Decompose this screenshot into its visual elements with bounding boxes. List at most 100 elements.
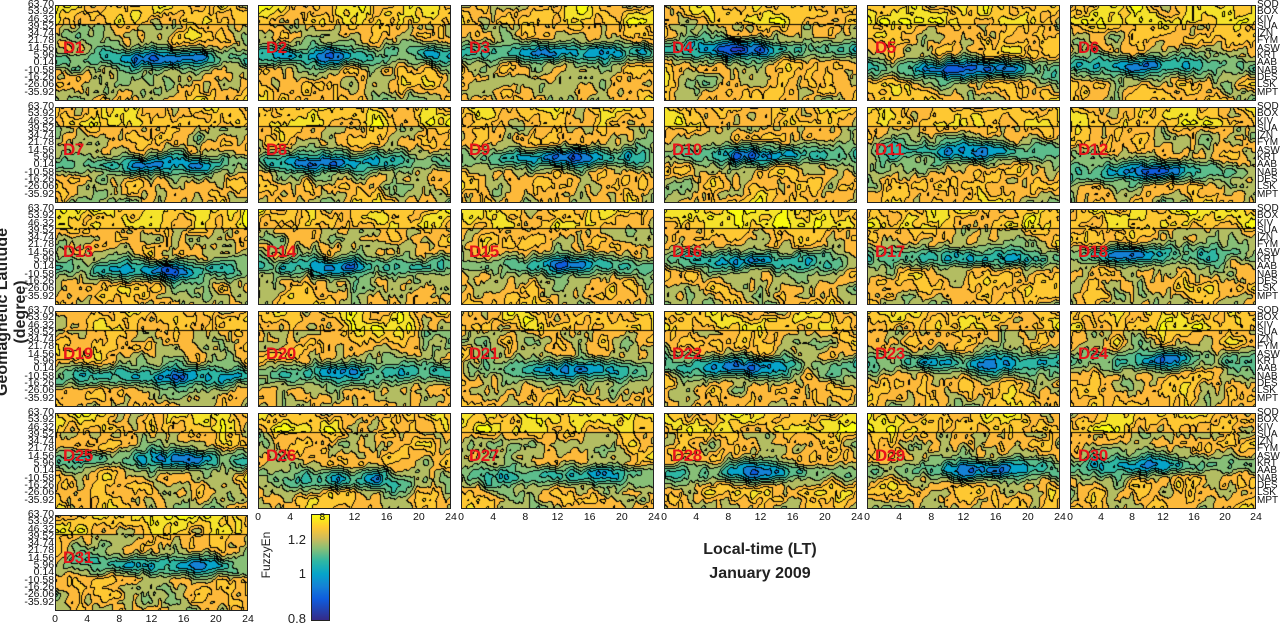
y-tick-label: 53.92 [27,516,55,528]
y-tick-label: 53.92 [27,6,55,18]
panel-label: D2 [266,38,287,57]
station-labels: SOD BOX KIV SUA IZN FYM ASW KRT AAB NAB DES LSK MPT [1257,0,1280,97]
station-label: KRT [1257,152,1277,164]
y-tick-label: 39.52 [27,428,55,440]
y-tick-label: 63.70 [27,0,55,10]
x-tick-label: 0 [52,613,58,625]
y-tick-label: 39.52 [27,224,55,236]
x-tick-label: 4 [287,511,294,523]
station-label: KIV [1257,421,1274,433]
station-label: IZN [1257,232,1274,244]
x-tick-label: 8 [928,511,935,523]
colorbar-tick: 1 [298,566,306,581]
station-label: LSK [1257,283,1276,295]
y-tick-label: 21.78 [27,341,55,353]
contour-panel-d24: D24 [1070,311,1256,407]
contour-panel-d22: D22 [664,311,857,407]
x-tick-label: 0 [458,511,464,523]
contour-plot [462,108,653,202]
y-tick-label: 0.14 [33,567,55,579]
station-label: KRT [1257,50,1277,62]
y-tick-labels: 63.70 53.92 46.32 39.52 34.74 21.78 14.56 5.96 0… [9,305,55,404]
contour-panel-d8: D8 [258,107,451,203]
x-tick-label: 16 [583,511,596,523]
x-tick-label: 24 [1054,511,1066,523]
station-label: FYM [1257,341,1279,353]
figure-title: January 2009 [709,565,811,582]
panel-label: D9 [469,140,490,159]
y-tick-label: 46.32 [27,217,55,229]
contour-panel-d12: D12 [1070,107,1256,203]
station-label: FYM [1257,239,1279,251]
contour-panel-d10: D10 [664,107,857,203]
y-tick-label: -16.26 [24,275,55,287]
y-tick-label: 34.74 [27,130,55,142]
station-label: SOD [1257,203,1279,214]
contour-plot [259,414,450,508]
station-label: BOX [1257,312,1279,324]
x-tick-label: 20 [1219,511,1231,523]
contour-plot [1071,210,1255,304]
panel-label: D30 [1078,446,1108,465]
y-tick-label: 21.78 [27,137,55,149]
station-labels: SOD BOX KIV SUA IZN FYM ASW KRT AAB NAB DES LSK MPT [1257,203,1280,301]
x-tick-label: 4 [490,511,497,523]
station-label: ASW [1257,42,1280,54]
y-tick-label: 14.56 [27,450,55,462]
station-label: AAB [1257,465,1278,477]
station-label: SOD [1257,407,1279,418]
x-tick-label: 16 [1188,511,1200,523]
panel-label: D24 [1078,344,1108,363]
panel-label: D5 [875,38,896,57]
y-tick-labels: 63.70 53.92 46.32 39.52 34.74 21.78 14.56 5.96 0… [9,101,55,199]
y-tick-label: -26.06 [24,385,55,397]
panel-label: D7 [63,140,84,159]
x-tick-label: 12 [957,511,970,523]
x-tick-label: 12 [348,511,361,523]
x-tick-labels: 0 4 8 12 16 20 24 [661,511,863,525]
contour-plot [56,210,247,304]
station-label: KRT [1257,458,1277,470]
contour-panel-d20: D20 [258,311,451,407]
y-tick-label: 53.92 [27,312,55,324]
station-labels: SOD BOX KIV SUA IZN FYM ASW KRT AAB NAB DES LSK MPT [1257,305,1280,403]
panel-label: D31 [63,548,93,567]
panel-label: D26 [266,446,296,465]
station-label: NAB [1257,370,1278,382]
y-tick-label: 5.96 [33,50,55,62]
y-tick-label: 14.56 [27,552,55,564]
colorbar-tick: 1.2 [287,532,306,547]
contour-panel-d23: D23 [867,311,1060,407]
station-label: LSK [1257,385,1276,397]
x-tick-label: 0 [661,511,667,523]
x-tick-label: 8 [522,511,529,523]
y-tick-label: -26.06 [24,487,55,499]
y-tick-label: 53.92 [27,414,55,426]
station-label: DES [1257,479,1278,491]
x-tick-label: 20 [615,511,628,523]
y-tick-label: 21.78 [27,35,55,47]
y-tick-label: 0.14 [33,465,55,477]
y-tick-label: -16.26 [24,479,55,491]
contour-plot [665,312,856,406]
y-tick-label: -10.58 [24,64,55,76]
x-tick-label: 4 [896,511,903,523]
panel-label: D28 [672,446,702,465]
y-tick-label: -26.06 [24,79,55,91]
contour-plot [665,108,856,202]
contour-plot [462,210,653,304]
x-tick-label: 24 [851,511,863,523]
y-tick-label: -35.92 [24,392,55,404]
panel-label: D16 [672,242,702,261]
station-labels: SOD BOX KIV SUA IZN FYM ASW KRT AAB NAB DES LSK MPT [1257,407,1280,505]
contour-panel-d28: D28 [664,413,857,509]
contour-plot [462,414,653,508]
contour-panel-d19: D19 [55,311,248,407]
station-label: IZN [1257,436,1274,448]
contour-panel-d25: D25 [55,413,248,509]
panel-label: D12 [1078,140,1108,159]
panel-label: D20 [266,344,296,363]
station-label: SUA [1257,224,1278,236]
panel-label: D21 [469,344,499,363]
station-label: FYM [1257,35,1279,47]
